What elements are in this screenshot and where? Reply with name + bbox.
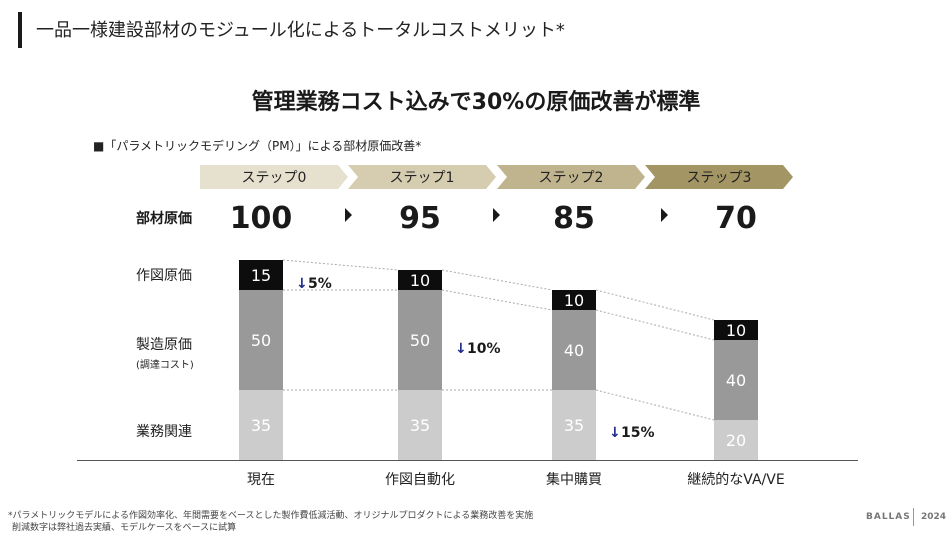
- category-label-2: 集中購買: [546, 471, 602, 488]
- reduction-arrow-icon-0: ↓: [296, 276, 308, 292]
- bar-value-drawing-1: 10: [410, 271, 430, 290]
- total-value-2: 85: [553, 201, 595, 236]
- connector-0-2: [282, 259, 399, 271]
- step-label-0: ステップ0: [242, 170, 307, 186]
- step-chevron-3: [645, 165, 793, 189]
- category-label-3: 継続的なVA/VE: [687, 471, 784, 488]
- bar-business-2: [552, 390, 596, 460]
- page-title: 一品一様建設部材のモジュール化によるトータルコストメリット*: [36, 20, 565, 41]
- reduction-arrow-icon-2: ↓: [609, 425, 621, 441]
- bar-drawing-1: [398, 270, 442, 290]
- bar-manufacturing-3: [714, 340, 758, 420]
- bar-value-drawing-0: 15: [251, 266, 271, 285]
- bar-manufacturing-2: [552, 310, 596, 390]
- bar-value-manufacturing-3: 40: [726, 371, 746, 390]
- footnote-line-2: 削減数字は弊社過去実績、モデルケースをベースに試算: [12, 523, 237, 533]
- total-arrow-0: [345, 208, 352, 222]
- footnote: *パラメトリックモデルによる作図効率化、年間需要をベースとした製作費低減活動、オ…: [8, 510, 533, 534]
- category-label-1: 作図自動化: [385, 472, 455, 488]
- bar-value-business-1: 35: [410, 416, 430, 435]
- bar-business-0: [239, 390, 283, 460]
- bar-value-manufacturing-0: 50: [251, 331, 271, 350]
- title-accent-bar: [18, 12, 22, 48]
- bar-value-drawing-2: 10: [564, 291, 584, 310]
- step-label-1: ステップ1: [390, 170, 455, 186]
- bar-drawing-3: [714, 320, 758, 340]
- step-chevron-0: [200, 165, 348, 189]
- total-value-1: 95: [399, 201, 441, 236]
- bar-drawing-2: [552, 290, 596, 310]
- year-label: 2024: [921, 512, 947, 522]
- connector-1-1: [441, 289, 553, 311]
- brand-divider: [913, 508, 914, 526]
- bar-value-business-2: 35: [564, 416, 584, 435]
- row-label-manufacturing-sub: (調達コスト): [136, 358, 194, 371]
- bar-value-drawing-3: 10: [726, 321, 746, 340]
- connector-1-2: [441, 269, 553, 291]
- bar-business-1: [398, 390, 442, 460]
- category-label-0: 現在: [247, 472, 275, 488]
- bar-value-manufacturing-2: 40: [564, 341, 584, 360]
- bar-manufacturing-1: [398, 290, 442, 390]
- total-value-0: 100: [230, 201, 293, 236]
- step-label-2: ステップ2: [539, 170, 604, 186]
- connector-2-0: [595, 389, 715, 421]
- connector-2-1: [595, 309, 715, 341]
- footnote-line-1: *パラメトリックモデルによる作図効率化、年間需要をベースとした製作費低減活動、オ…: [8, 511, 534, 521]
- reduction-label-1: 10%: [467, 341, 501, 357]
- row-label-drawing: 作図原価: [136, 268, 192, 284]
- bar-value-business-3: 20: [726, 431, 746, 450]
- row-label-business: 業務関連: [136, 424, 192, 440]
- reduction-arrow-icon-1: ↓: [455, 341, 467, 357]
- step-label-3: ステップ3: [687, 170, 752, 186]
- headline: 管理業務コスト込みで30%の原価改善が標準: [251, 90, 701, 115]
- bar-manufacturing-0: [239, 290, 283, 390]
- total-arrow-1: [493, 208, 500, 222]
- total-value-3: 70: [715, 201, 757, 236]
- step-chevron-1: [348, 165, 496, 189]
- row-label-total: 部材原価: [136, 210, 192, 227]
- step-chevron-2: [497, 165, 645, 189]
- row-label-manufacturing: 製造原価: [136, 337, 192, 353]
- bar-value-business-0: 35: [251, 416, 271, 435]
- total-arrow-2: [661, 208, 668, 222]
- chart-subhead: ■「パラメトリックモデリング（PM）」による部材原価改善*: [93, 139, 422, 153]
- connector-2-2: [595, 289, 715, 321]
- bar-business-3: [714, 420, 758, 460]
- bar-value-manufacturing-1: 50: [410, 331, 430, 350]
- brand-logo: BALLAS: [866, 512, 911, 522]
- reduction-label-0: 5%: [308, 276, 332, 292]
- reduction-label-2: 15%: [621, 425, 655, 441]
- bar-drawing-0: [239, 260, 283, 290]
